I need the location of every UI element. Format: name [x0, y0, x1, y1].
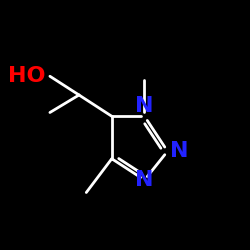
Text: N: N: [170, 141, 189, 161]
Text: HO: HO: [8, 66, 45, 86]
Text: N: N: [135, 96, 154, 116]
Text: N: N: [135, 170, 154, 190]
